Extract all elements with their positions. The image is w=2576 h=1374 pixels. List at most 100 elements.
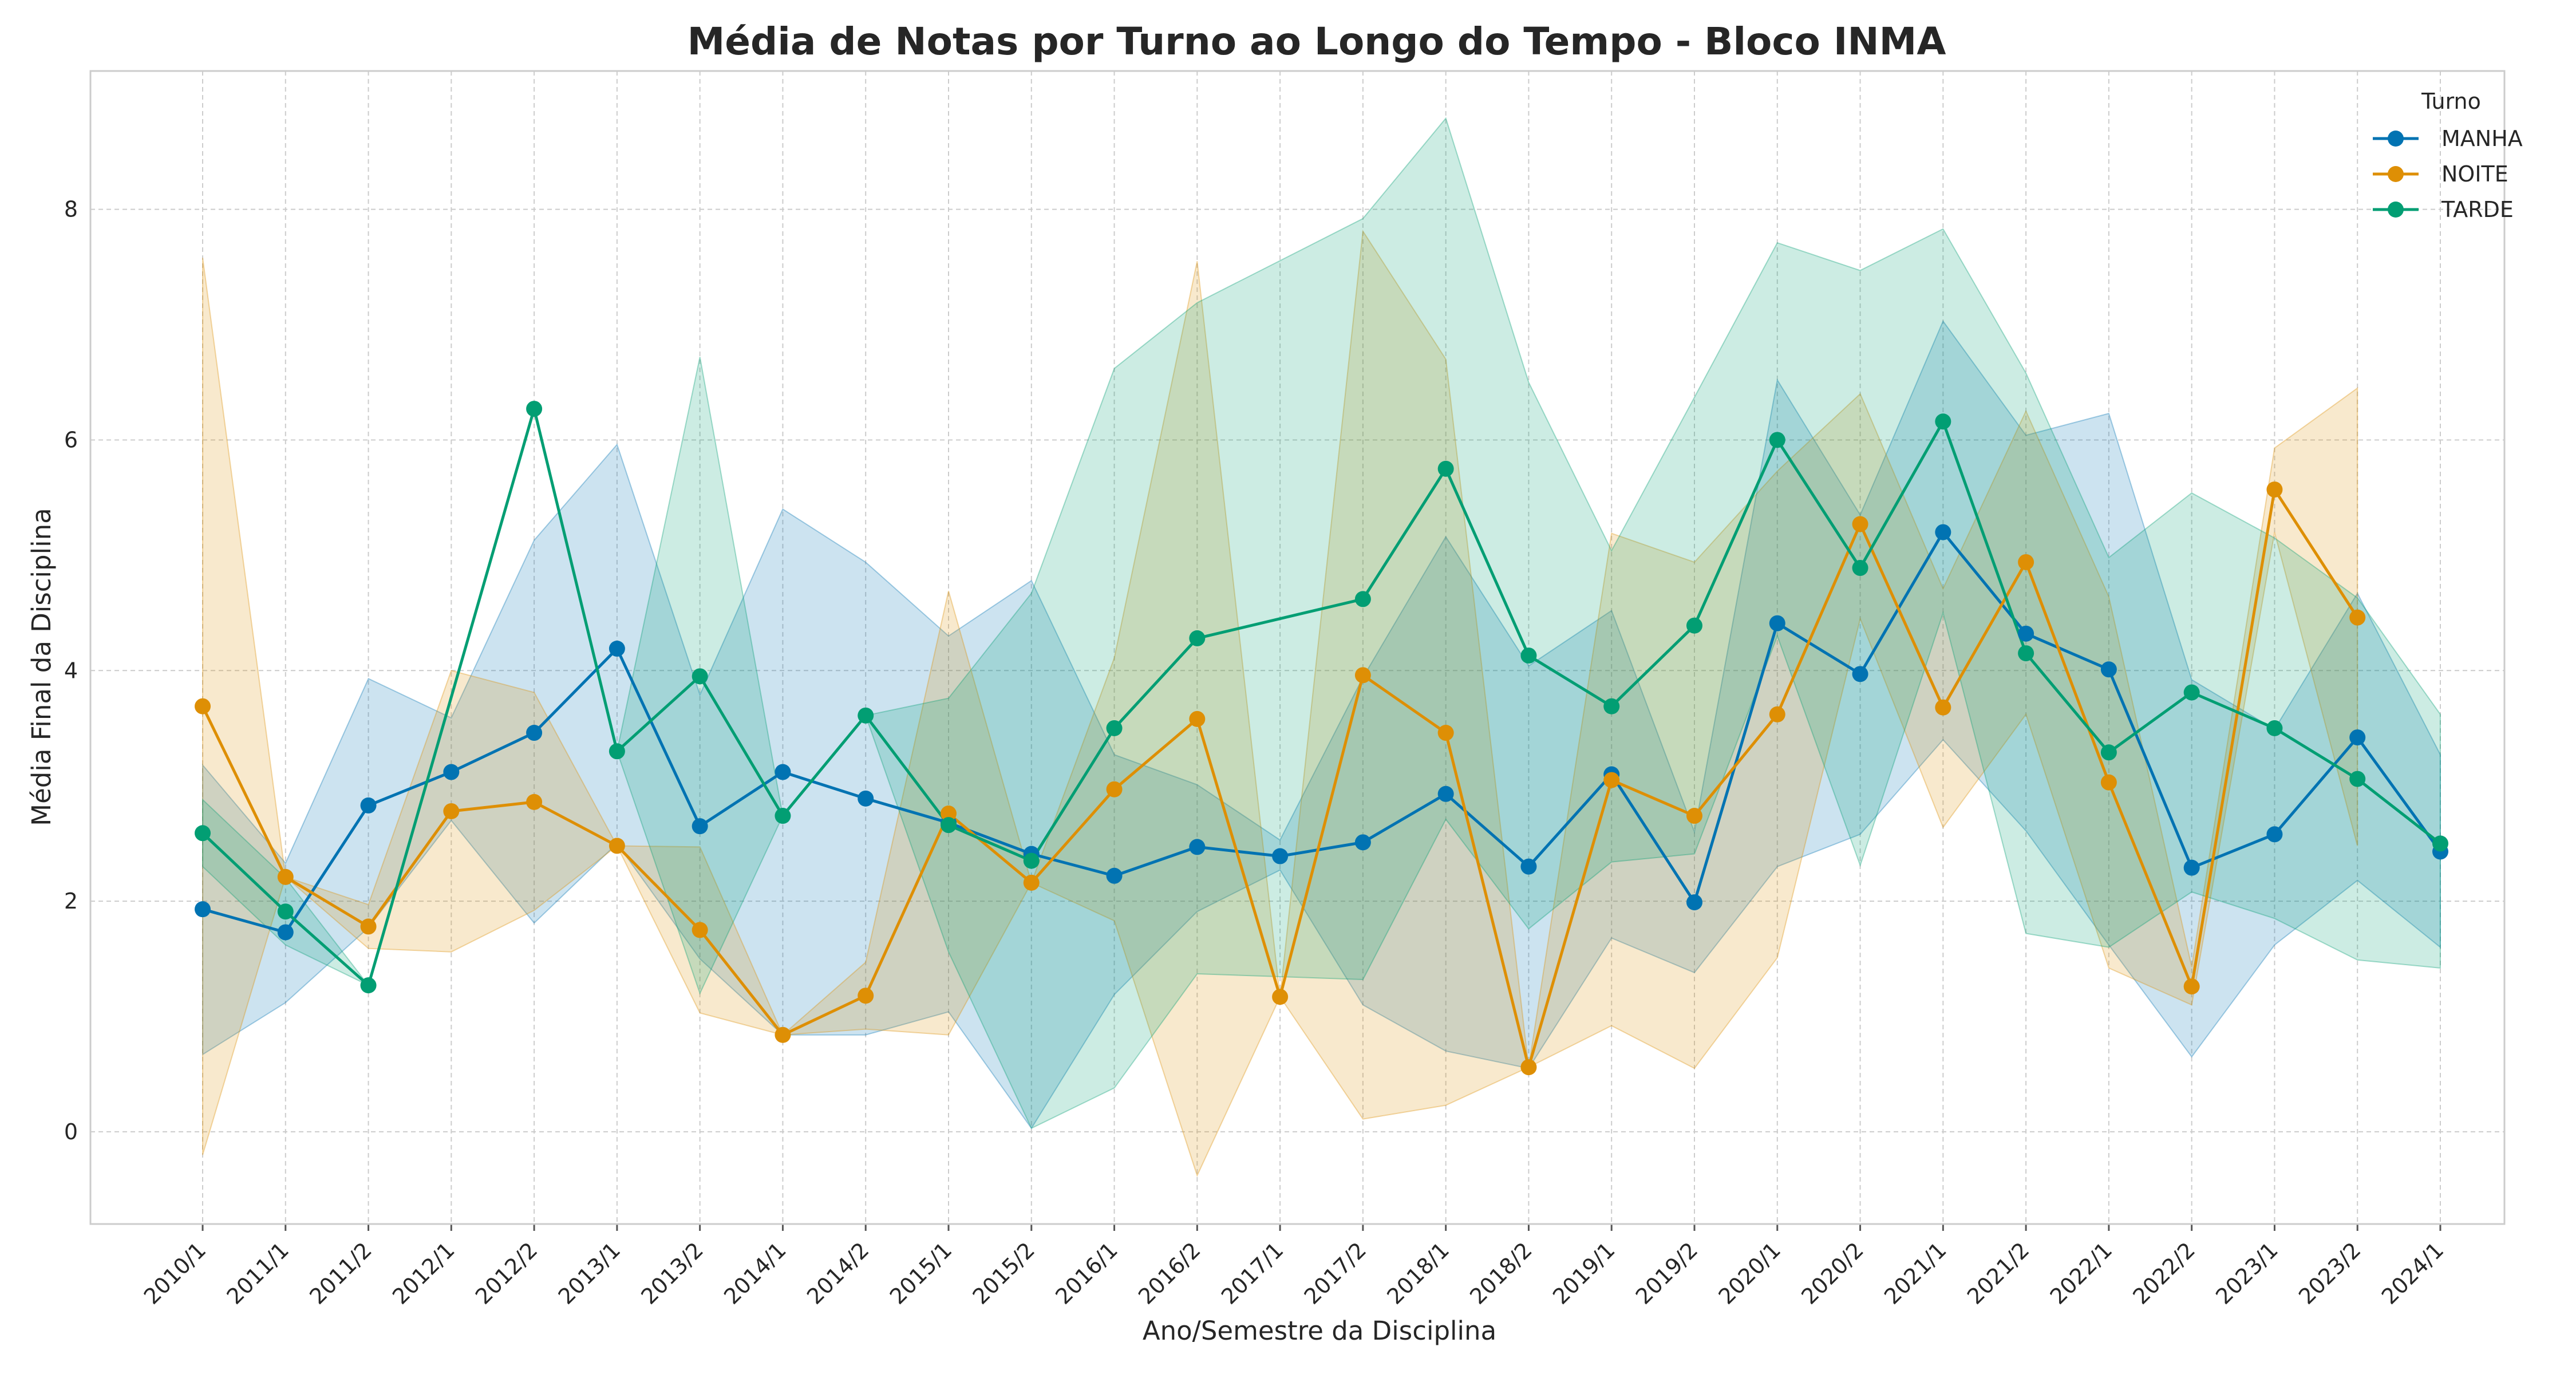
x-tick-label: 2011/1	[222, 1237, 294, 1309]
point-tarde	[526, 401, 543, 417]
line-manha	[202, 531, 2442, 934]
x-tick-label: 2012/2	[471, 1237, 543, 1309]
point-manha	[2349, 729, 2366, 746]
x-tick-label: 2011/2	[305, 1237, 377, 1309]
point-tarde	[1354, 591, 1371, 607]
legend-marker-tarde	[2388, 202, 2404, 218]
x-tick-labels: 2010/1 2011/1 2011/2 2012/1 2012/2 2013/1 2013…	[139, 1237, 2449, 1309]
point-noite	[1852, 516, 1868, 532]
point-noite	[1354, 667, 1371, 684]
x-tick-label: 2017/2	[1299, 1237, 1372, 1309]
point-manha	[2266, 826, 2283, 843]
y-tick-label: 2	[64, 889, 78, 914]
legend-label-manha: MANHA	[2441, 126, 2523, 151]
series-points	[195, 401, 2448, 1076]
point-manha	[692, 818, 708, 835]
point-manha	[1189, 839, 1206, 855]
x-tick-label: 2020/1	[1713, 1237, 1785, 1309]
legend: Turno MANHA NOITE TARDE	[2373, 89, 2523, 222]
point-manha	[1852, 666, 1868, 682]
point-noite	[1106, 781, 1123, 797]
x-tick-label: 2012/1	[388, 1237, 460, 1309]
point-tarde	[1023, 852, 1040, 869]
point-manha	[1437, 785, 1454, 802]
point-tarde	[775, 808, 791, 824]
y-tick-label: 4	[64, 658, 78, 683]
point-tarde	[2266, 720, 2283, 736]
point-tarde	[858, 707, 874, 724]
legend-label-noite: NOITE	[2441, 161, 2508, 187]
x-tick-label: 2014/1	[719, 1237, 791, 1309]
point-manha	[1520, 858, 1537, 875]
point-noite	[2100, 774, 2117, 791]
point-noite	[1769, 706, 1785, 722]
x-tick-label: 2022/1	[2045, 1237, 2117, 1309]
point-noite	[609, 838, 625, 854]
point-manha	[1272, 848, 1289, 864]
legend-marker-noite	[2388, 166, 2404, 182]
point-manha	[360, 797, 377, 814]
x-tick-label: 2019/2	[1631, 1237, 1703, 1309]
x-tick-label: 2023/1	[2211, 1237, 2283, 1309]
point-tarde	[360, 977, 377, 994]
point-noite	[1189, 710, 1206, 727]
point-tarde	[609, 743, 625, 760]
point-tarde	[2018, 645, 2034, 662]
point-tarde	[1686, 617, 1702, 634]
x-tick-label: 2016/2	[1133, 1237, 1206, 1309]
point-noite	[2183, 978, 2200, 995]
point-noite	[941, 806, 957, 822]
band-manha	[202, 319, 2441, 1130]
point-manha	[526, 725, 543, 741]
point-manha	[2183, 859, 2200, 876]
point-manha	[609, 641, 625, 657]
point-noite	[195, 698, 211, 714]
point-tarde	[1520, 647, 1537, 664]
point-tarde	[195, 825, 211, 842]
point-tarde	[941, 817, 957, 834]
x-tick-label: 2015/1	[885, 1237, 957, 1309]
point-noite	[2349, 609, 2366, 626]
band-noite	[202, 229, 2358, 1178]
x-tick-label: 2021/2	[1962, 1237, 2034, 1309]
point-noite	[277, 868, 294, 885]
point-noite	[1603, 772, 1620, 788]
point-manha	[1354, 834, 1371, 851]
point-manha	[1935, 524, 1951, 540]
point-noite	[1272, 989, 1289, 1005]
x-tick-label: 2013/1	[554, 1237, 626, 1309]
point-manha	[858, 790, 874, 807]
point-tarde	[2432, 835, 2448, 852]
point-noite	[775, 1026, 791, 1043]
point-tarde	[1852, 560, 1868, 577]
point-tarde	[1106, 720, 1123, 736]
point-noite	[526, 793, 543, 810]
y-axis-label: Média Final da Disciplina	[26, 508, 57, 826]
legend-label-tarde: TARDE	[2441, 197, 2514, 222]
x-tick-label: 2015/2	[967, 1237, 1040, 1309]
x-tick-label: 2024/1	[2377, 1237, 2449, 1309]
point-manha	[1686, 894, 1702, 911]
point-noite	[1520, 1059, 1537, 1076]
x-tick-label: 2013/2	[636, 1237, 708, 1309]
point-tarde	[692, 668, 708, 685]
legend-title: Turno	[2421, 89, 2481, 114]
x-tick-label: 2010/1	[139, 1237, 211, 1309]
y-tick-label: 0	[64, 1119, 78, 1144]
y-tick-label: 6	[64, 427, 78, 452]
legend-marker-manha	[2388, 131, 2404, 147]
point-noite	[1023, 874, 1040, 891]
point-manha	[775, 764, 791, 780]
confidence-bands	[202, 117, 2441, 1178]
x-tick-label: 2016/1	[1050, 1237, 1123, 1309]
point-tarde	[277, 903, 294, 920]
point-noite	[2266, 481, 2283, 498]
point-manha	[1769, 615, 1785, 631]
y-tick-labels: 0 2 4 6 8	[64, 197, 78, 1144]
point-tarde	[2100, 744, 2117, 761]
point-manha	[443, 764, 460, 780]
point-manha	[2018, 625, 2034, 642]
plot-frame	[89, 70, 2506, 1225]
x-axis-label: Ano/Semestre da Disciplina	[1143, 1316, 1496, 1346]
